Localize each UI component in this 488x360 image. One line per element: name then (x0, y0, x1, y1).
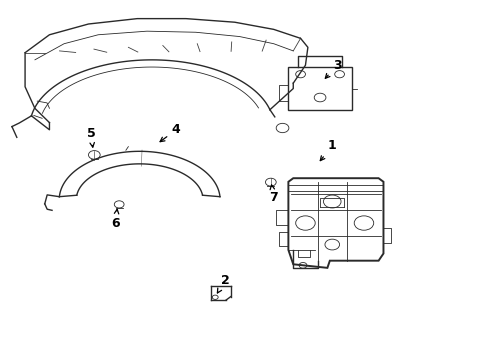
Text: 5: 5 (86, 127, 95, 147)
Text: 2: 2 (217, 274, 229, 293)
Text: 6: 6 (111, 209, 120, 230)
Text: 3: 3 (325, 59, 341, 78)
Text: 4: 4 (160, 123, 180, 142)
Text: 7: 7 (269, 185, 278, 204)
Text: 1: 1 (320, 139, 336, 161)
